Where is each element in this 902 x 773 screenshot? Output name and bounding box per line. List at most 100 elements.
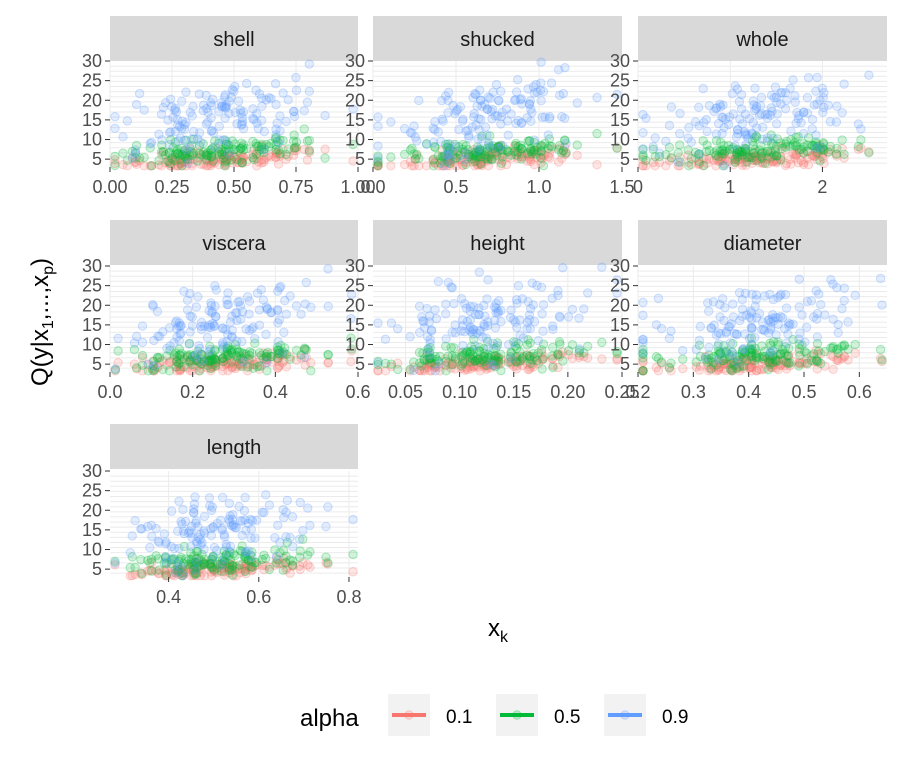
data-point-0.9	[130, 145, 141, 155]
data-point-0.1	[443, 153, 453, 163]
data-point-0.1	[207, 157, 218, 167]
data-point-0.5	[503, 146, 513, 157]
points-layer	[110, 59, 358, 171]
data-point-0.1	[443, 152, 453, 162]
data-point-0.9	[190, 565, 200, 575]
data-point-0.9	[194, 341, 204, 351]
data-point-0.9	[820, 310, 830, 320]
data-point-0.1	[653, 366, 664, 376]
data-point-0.9	[744, 333, 755, 344]
data-point-0.9	[529, 135, 540, 145]
data-point-0.9	[833, 327, 843, 338]
data-point-0.1	[283, 151, 293, 162]
data-point-0.9	[145, 542, 155, 553]
data-point-0.1	[443, 154, 453, 165]
data-point-0.5	[875, 344, 886, 355]
data-point-0.5	[151, 551, 161, 561]
data-point-0.5	[208, 156, 219, 166]
data-point-0.1	[471, 156, 481, 166]
data-point-0.5	[470, 156, 480, 167]
data-point-0.9	[511, 118, 521, 129]
data-point-0.9	[289, 111, 300, 122]
data-point-0.5	[194, 140, 205, 151]
data-point-0.5	[675, 140, 685, 150]
data-point-0.1	[179, 147, 190, 157]
data-point-0.9	[445, 139, 455, 149]
data-point-0.1	[527, 146, 537, 156]
data-point-0.5	[439, 150, 450, 161]
data-point-0.9	[567, 304, 578, 314]
data-point-0.9	[532, 87, 542, 97]
data-point-0.9	[295, 497, 305, 508]
data-point-0.9	[457, 315, 468, 325]
data-point-0.1	[540, 150, 550, 160]
data-point-0.5	[207, 143, 218, 153]
data-point-0.5	[511, 150, 522, 160]
data-point-0.9	[127, 531, 137, 541]
data-point-0.9	[502, 116, 513, 126]
data-point-0.9	[493, 95, 504, 105]
data-point-0.9	[276, 281, 286, 292]
x-tick-label: 0.6	[246, 587, 271, 607]
data-point-0.5	[592, 128, 602, 139]
data-point-0.1	[179, 157, 190, 167]
data-point-0.5	[373, 161, 383, 171]
data-point-0.5	[638, 152, 648, 162]
facet-strip-label: height	[470, 233, 525, 255]
data-point-0.9	[777, 87, 787, 98]
data-point-0.1	[130, 157, 141, 167]
data-point-0.5	[158, 364, 168, 375]
data-point-0.9	[287, 512, 298, 522]
points-layer	[638, 70, 874, 171]
data-point-0.1	[494, 154, 504, 165]
x-tick-label: 0.2	[180, 382, 205, 402]
data-point-0.5	[538, 160, 549, 171]
data-point-0.9	[181, 117, 191, 128]
data-point-0.9	[229, 86, 239, 96]
data-point-0.1	[799, 159, 809, 170]
data-point-0.1	[259, 155, 270, 165]
data-point-0.9	[831, 117, 842, 127]
data-point-0.9	[713, 354, 723, 365]
data-point-0.5	[130, 153, 141, 163]
data-point-0.5	[480, 150, 490, 161]
data-point-0.9	[816, 300, 826, 310]
data-point-0.1	[254, 149, 265, 160]
data-point-0.1	[461, 157, 471, 168]
data-point-0.9	[802, 92, 813, 103]
data-point-0.5	[715, 146, 725, 156]
data-point-0.5	[201, 155, 211, 165]
data-point-0.1	[469, 144, 479, 155]
data-point-0.5	[271, 140, 281, 150]
legend-label-0.1: 0.1	[446, 707, 472, 728]
data-point-0.5	[232, 154, 242, 165]
data-point-0.9	[435, 358, 445, 369]
data-point-0.9	[204, 306, 214, 316]
data-point-0.5	[228, 561, 238, 571]
data-point-0.9	[234, 501, 244, 512]
data-point-0.1	[270, 152, 281, 163]
data-point-0.5	[532, 142, 542, 152]
data-point-0.5	[536, 145, 546, 156]
data-point-0.5	[474, 146, 484, 157]
data-point-0.9	[282, 495, 292, 506]
data-point-0.5	[437, 151, 447, 162]
data-point-0.1	[559, 142, 570, 152]
data-point-0.9	[783, 318, 794, 328]
data-point-0.5	[177, 143, 187, 154]
data-point-0.5	[373, 157, 383, 168]
data-point-0.9	[661, 136, 671, 147]
data-point-0.5	[179, 151, 190, 161]
data-point-0.1	[488, 147, 498, 157]
data-point-0.1	[436, 153, 446, 164]
data-point-0.5	[166, 135, 176, 145]
y-tick-label: 15	[610, 315, 630, 335]
data-point-0.9	[832, 282, 842, 293]
data-point-0.1	[272, 148, 282, 158]
data-point-0.1	[199, 571, 210, 581]
data-point-0.9	[788, 75, 798, 85]
data-point-0.9	[493, 308, 503, 318]
y-tick-label: 20	[610, 295, 630, 315]
data-point-0.5	[227, 136, 238, 146]
data-point-0.9	[544, 113, 555, 124]
